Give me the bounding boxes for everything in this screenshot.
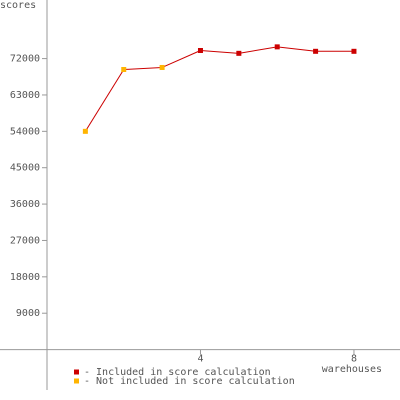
line-segment: [161, 50, 201, 68]
line-segment: [84, 69, 125, 132]
y-tick-label: 63000: [10, 90, 40, 101]
point: [197, 48, 203, 53]
point: [159, 64, 165, 70]
legend-marker: [74, 369, 79, 375]
line-segment: [277, 46, 316, 52]
point: [236, 50, 242, 56]
legend-marker: [74, 378, 79, 384]
y-tick-label: 18000: [10, 272, 40, 283]
x-tick-label: 4: [197, 354, 203, 365]
x-axis-label: warehouses: [322, 364, 382, 375]
point: [351, 48, 357, 54]
y-tick-label: 27000: [10, 235, 40, 246]
y-tick-label: 54000: [10, 126, 40, 137]
point: [82, 128, 88, 134]
point: [313, 48, 319, 54]
line-segment: [200, 50, 239, 54]
point: [274, 44, 280, 50]
y-tick-label: 72000: [10, 54, 40, 65]
x-tick-label: 8: [351, 354, 357, 365]
y-tick-label: 36000: [10, 199, 40, 210]
legend-label: - Included in score calculation: [84, 367, 271, 378]
point: [121, 66, 127, 72]
line-segment: [123, 66, 163, 70]
y-tick-label: 9000: [16, 308, 40, 319]
legend-label: - Not included in score calculation: [84, 376, 295, 387]
line-segment: [238, 46, 278, 54]
y-axis-label: scores: [0, 0, 36, 11]
y-tick-label: 45000: [10, 163, 40, 174]
